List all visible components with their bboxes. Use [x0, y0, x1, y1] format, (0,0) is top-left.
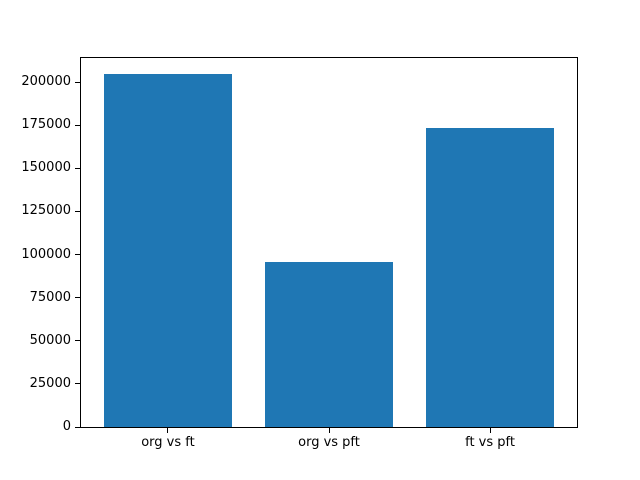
- y-tick-label: 200000: [21, 74, 71, 90]
- bar-org-vs-pft: [264, 262, 394, 427]
- y-tick-label: 0: [62, 419, 71, 435]
- x-tick-mark: [167, 428, 169, 433]
- y-tick-mark: [75, 254, 80, 256]
- y-tick-label: 175000: [21, 117, 71, 133]
- axes: 0 25000 50000 75000 100000 125000 150000 175000…: [21, 57, 578, 450]
- bar-ft-vs-pft: [425, 128, 555, 427]
- x-tick-mark: [489, 428, 491, 433]
- y-tick-mark: [75, 383, 80, 385]
- y-tick-mark: [75, 210, 80, 212]
- bar-org-vs-ft: [103, 74, 233, 427]
- y-tick-mark: [75, 81, 80, 83]
- x-tick-label: org vs ft: [141, 435, 195, 450]
- x-tick-label: org vs pft: [298, 435, 360, 450]
- y-tick-label: 150000: [21, 160, 71, 176]
- y-tick-mark: [75, 426, 80, 428]
- y-tick-mark: [75, 340, 80, 342]
- x-tick-label: ft vs pft: [465, 435, 515, 450]
- x-tick-mark: [328, 428, 330, 433]
- y-tick-mark: [75, 167, 80, 169]
- y-tick-label: 100000: [21, 246, 71, 262]
- y-tick-label: 125000: [21, 203, 71, 219]
- y-tick-label: 75000: [29, 289, 71, 305]
- y-tick-mark: [75, 124, 80, 126]
- y-tick-mark: [75, 297, 80, 299]
- y-tick-label: 25000: [29, 376, 71, 392]
- y-tick-label: 50000: [29, 333, 71, 349]
